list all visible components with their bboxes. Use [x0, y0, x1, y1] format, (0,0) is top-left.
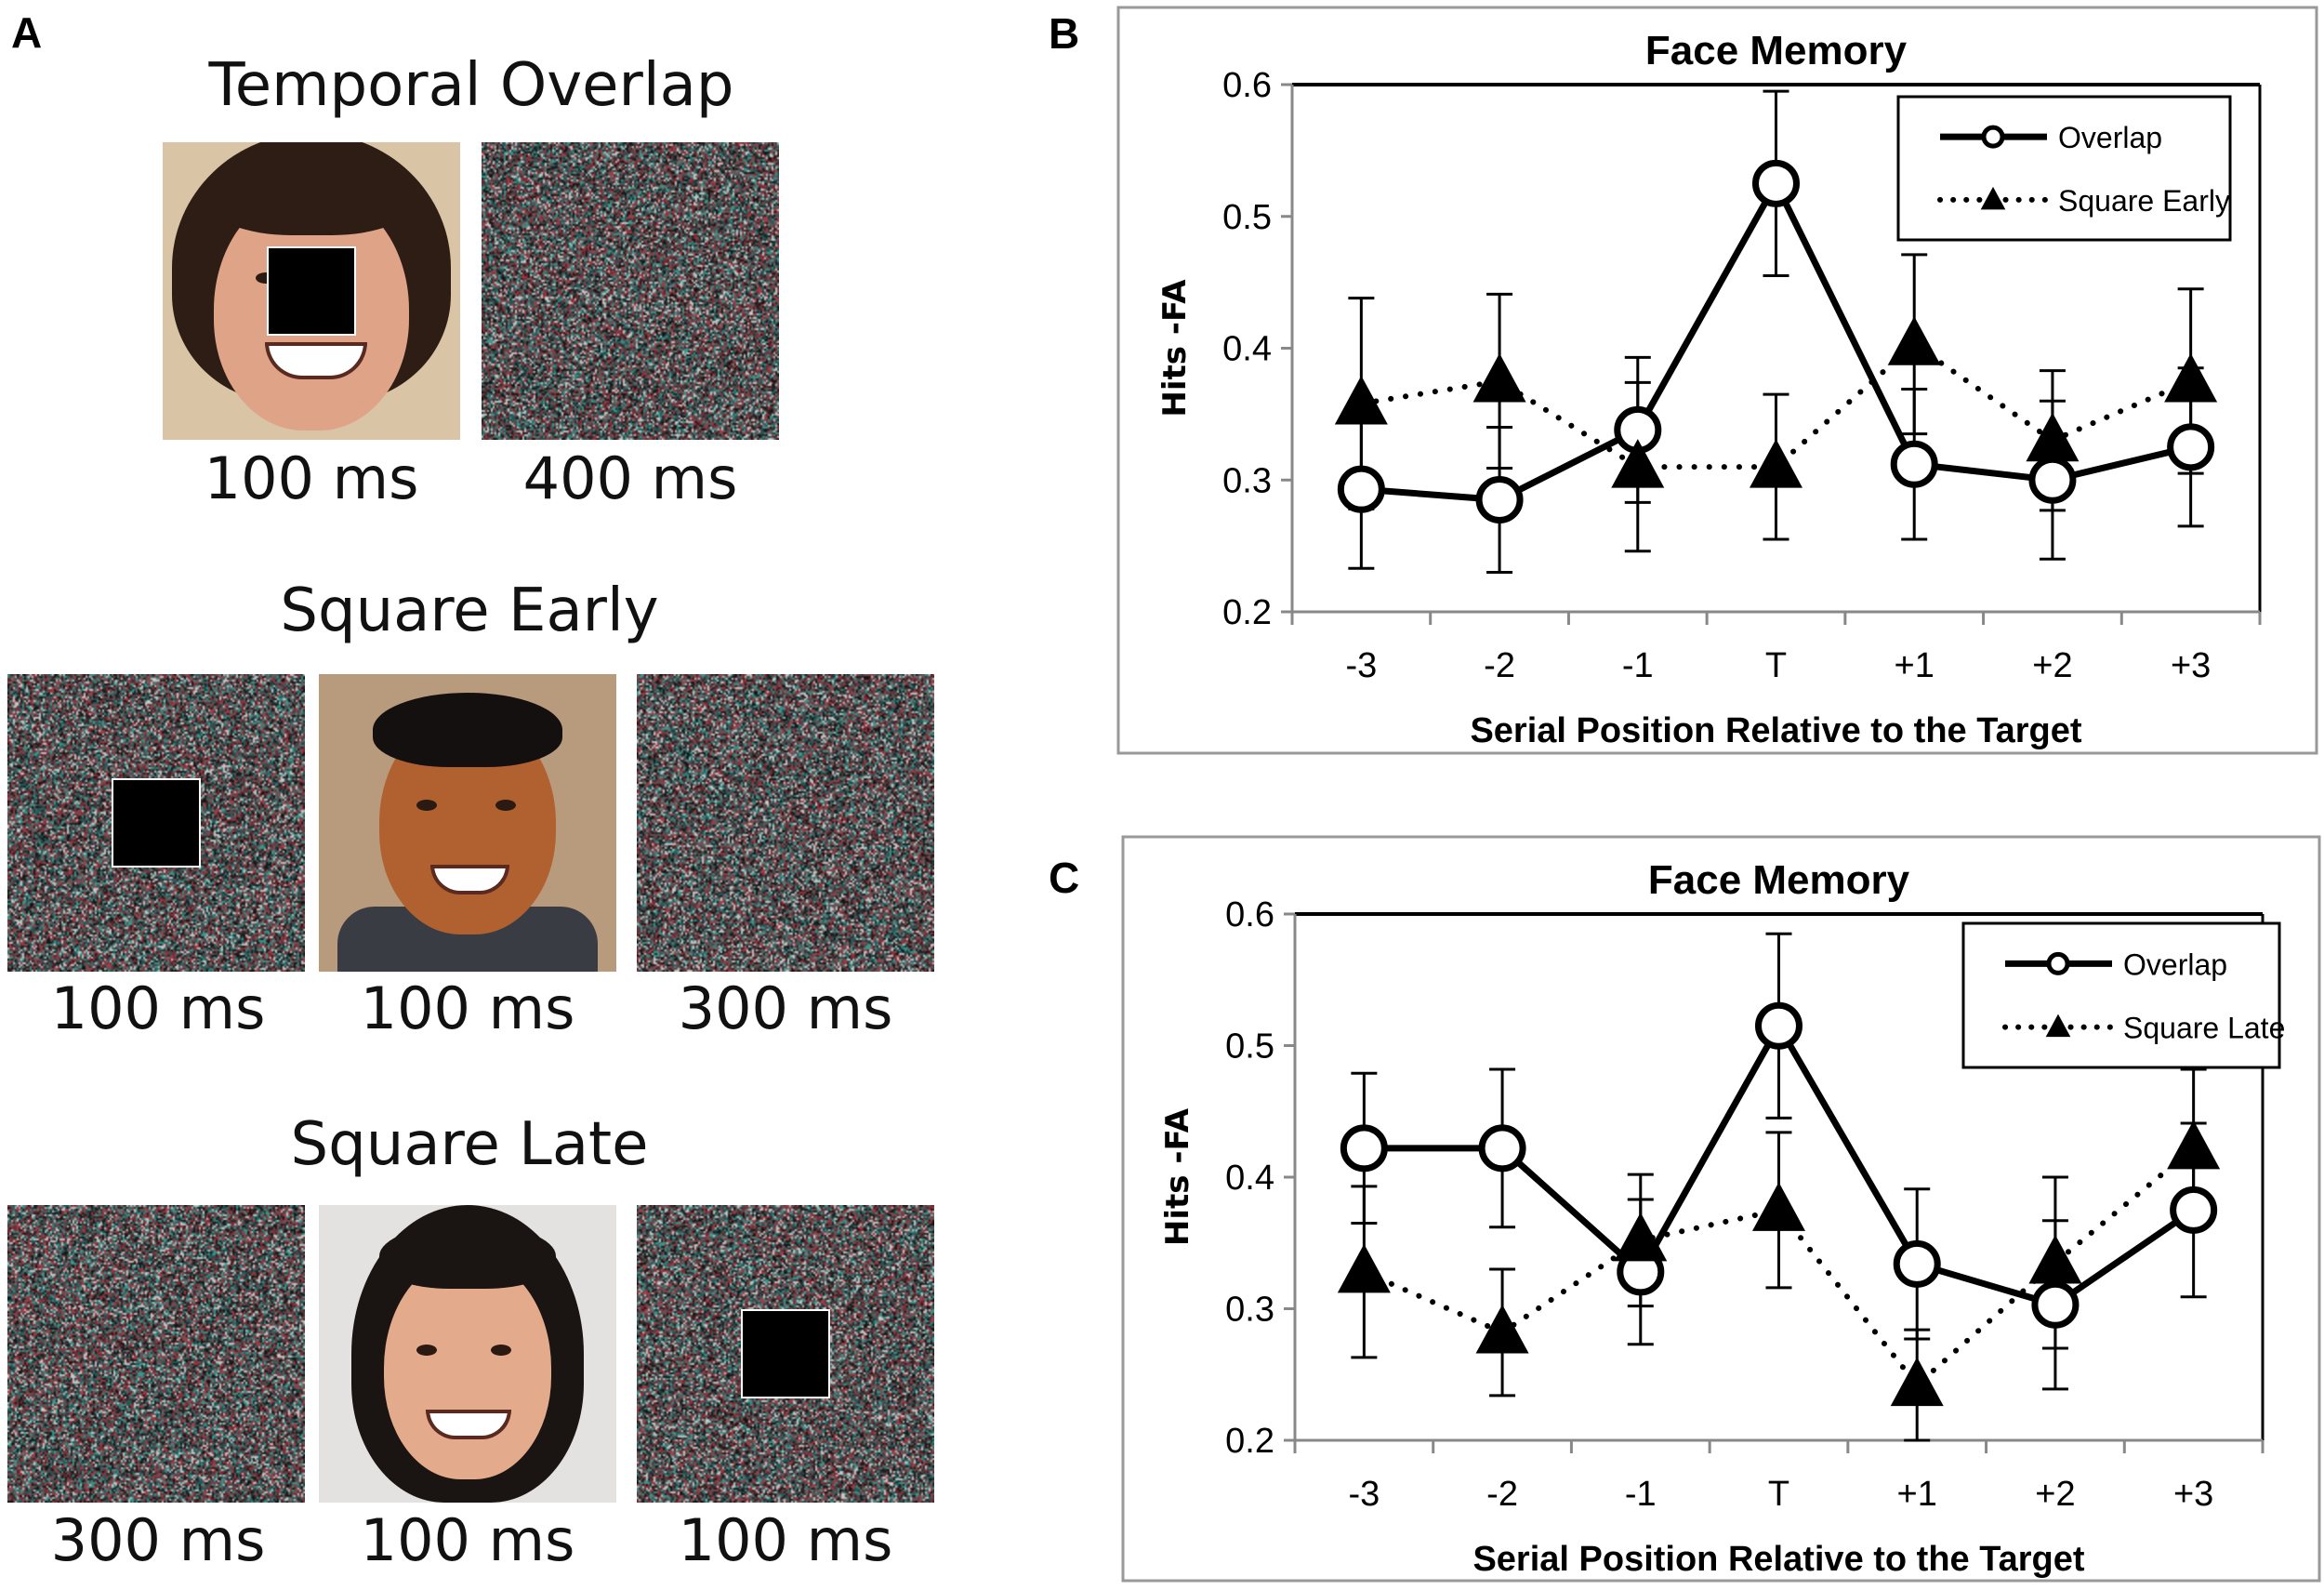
- x-tick-label: -3: [1348, 1475, 1380, 1514]
- panel-label: C: [1049, 854, 1079, 902]
- data-point-circle: [2035, 1284, 2076, 1325]
- data-point-circle: [1482, 1128, 1523, 1169]
- x-tick-label: -2: [1486, 1475, 1518, 1514]
- chart-title: Face Memory: [1648, 857, 1910, 903]
- data-point-circle: [2032, 459, 2073, 500]
- chart-title: Face Memory: [1645, 28, 1908, 73]
- y-tick-label: 0.4: [1225, 1159, 1274, 1198]
- y-axis-label: Hits -FA: [1156, 279, 1194, 417]
- x-axis-label: Serial Position Relative to the Target: [1470, 711, 2081, 750]
- y-axis-label: Hits -FA: [1159, 1107, 1196, 1246]
- data-point-circle: [2173, 1189, 2214, 1230]
- y-tick-label: 0.3: [1225, 1291, 1274, 1330]
- x-tick-label: -2: [1484, 646, 1515, 685]
- legend-marker-circle: [2049, 954, 2067, 973]
- legend-label: Overlap: [2123, 947, 2227, 981]
- legend-label: Square Late: [2123, 1012, 2285, 1045]
- data-point-circle: [1759, 1005, 1800, 1046]
- y-tick-label: 0.6: [1225, 895, 1274, 934]
- chart-panel-c: C Face Memory 0.2 0.3 0.4 0.5 0.6 -3 -2 -1 T +1 +2 +3…: [1049, 837, 2319, 1581]
- data-point-circle: [1343, 1128, 1384, 1169]
- y-tick-label: 0.2: [1225, 1422, 1274, 1461]
- x-tick-label: -3: [1345, 646, 1377, 685]
- legend-box: [1898, 97, 2230, 240]
- data-point-circle: [2171, 427, 2212, 468]
- x-tick-label: +3: [2173, 1475, 2213, 1514]
- data-point-circle: [1894, 444, 1934, 484]
- data-point-circle: [1756, 163, 1797, 204]
- x-tick-label: -1: [1625, 1475, 1657, 1514]
- y-tick-label: 0.3: [1222, 461, 1272, 500]
- panel-label: B: [1049, 9, 1079, 58]
- data-point-circle: [1340, 469, 1381, 510]
- x-axis-label: Serial Position Relative to the Target: [1472, 1540, 2084, 1579]
- x-tick-label: +1: [1895, 646, 1934, 685]
- y-tick-label: 0.5: [1225, 1027, 1274, 1067]
- y-tick-label: 0.2: [1222, 593, 1272, 632]
- x-tick-label: -1: [1622, 646, 1654, 685]
- x-tick-label: T: [1765, 646, 1787, 685]
- y-tick-label: 0.5: [1222, 198, 1272, 237]
- data-point-circle: [1479, 480, 1520, 521]
- data-point-circle: [1896, 1243, 1937, 1284]
- legend-label: Square Early: [2058, 184, 2230, 218]
- legend-marker-circle: [1984, 127, 2002, 146]
- legend: Overlap Square Early: [1898, 97, 2230, 240]
- chart-panel-b: B Face Memory 0.2 0.3 0.4 0.5 0.6 -3 -2 -1 T +1 +2 +3…: [1049, 7, 2317, 753]
- x-tick-label: T: [1768, 1475, 1789, 1514]
- x-tick-label: +3: [2171, 646, 2211, 685]
- x-tick-label: +2: [2035, 1475, 2075, 1514]
- x-tick-label: +1: [1897, 1475, 1937, 1514]
- y-tick-label: 0.6: [1222, 66, 1272, 105]
- x-tick-label: +2: [2032, 646, 2072, 685]
- legend: Overlap Square Late: [1963, 923, 2285, 1067]
- legend-label: Overlap: [2058, 121, 2162, 154]
- y-tick-label: 0.4: [1222, 330, 1272, 369]
- legend-box: [1963, 923, 2279, 1067]
- charts-bc: B Face Memory 0.2 0.3 0.4 0.5 0.6 -3 -2 -1 T +1 +2 +3…: [0, 0, 2324, 1590]
